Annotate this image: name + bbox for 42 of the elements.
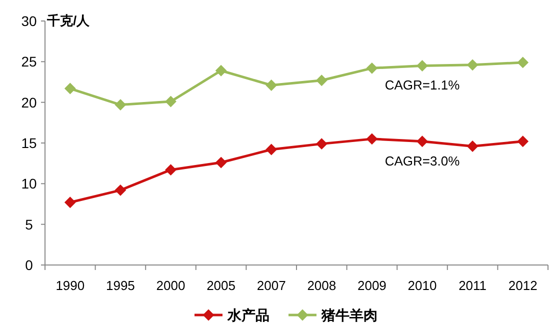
point [366,133,378,144]
x-tick-label: 2009 [357,278,386,293]
x-tick-label: 2000 [156,278,186,293]
y-tick-label: 15 [21,135,37,151]
x-tick-label: 2008 [307,278,336,293]
legend-label: 水产品 [226,307,270,323]
annotation: CAGR=3.0% [384,153,460,168]
point [266,144,277,156]
x-tick-label: 2012 [508,278,538,293]
point [114,184,126,196]
y-tick-label: 10 [21,176,37,192]
legend-label: 猪牛羊肉 [320,307,378,323]
x-tick-label: 2010 [408,278,437,293]
point [165,164,176,176]
y-tick-label: 5 [25,216,34,232]
point [266,80,277,91]
y-tick-label: 30 [21,13,37,29]
y-tick-label: 25 [21,54,37,70]
x-tick-label: 2005 [206,278,236,293]
point [64,196,76,208]
y-tick-label: 0 [25,257,34,273]
point [467,140,478,152]
y-tick-label: 20 [21,94,37,110]
point [216,157,227,168]
point [216,65,227,76]
point [165,96,176,108]
point [416,60,428,72]
point [517,56,528,68]
y-axis-title: 千克/人 [46,13,91,28]
point [64,83,76,94]
x-tick-label: 2007 [256,278,286,293]
point [316,74,328,86]
point [316,138,328,150]
x-tick-label: 1990 [56,278,85,293]
annotation: CAGR=1.1% [384,78,460,93]
point [467,59,478,70]
point [517,136,528,147]
x-tick-label: 1995 [106,278,135,293]
point [114,99,126,110]
point [366,62,378,74]
x-tick-label: 2011 [458,278,487,293]
point [416,136,428,147]
